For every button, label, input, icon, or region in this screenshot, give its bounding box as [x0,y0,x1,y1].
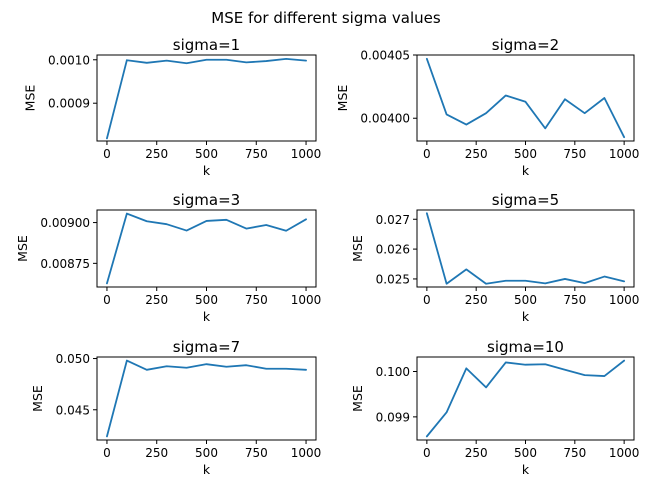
plot-area-frame [416,54,635,142]
y-tick-label: 0.027 [376,213,410,227]
subplot-grid: 0 250 500 750 1000 0.0009 0.0010 sigma=1 k MSE 0 25… [15,36,640,477]
x-tick-label: 250 [145,446,168,460]
figure-title: MSE for different sigma values [211,9,441,27]
x-tick-label: 250 [465,446,488,460]
plot-area-frame [416,356,635,441]
subplot-title: sigma=7 [173,338,240,356]
y-tick-label: 0.026 [376,243,410,257]
y-tick-label: 0.00900 [40,216,90,230]
y-tick-label: 0.099 [376,410,410,424]
x-tick-label: 1000 [609,293,640,307]
y-tick-label: 0.00400 [360,112,410,126]
x-tick-label: 0 [103,147,111,161]
y-axis-label: MSE [30,385,45,412]
y-axis-label: MSE [335,85,350,112]
x-tick-label: 0 [423,446,431,460]
x-tick-label: 1000 [291,293,322,307]
x-tick-label: 500 [514,446,537,460]
x-tick-label: 1000 [291,446,322,460]
y-tick-label: 0.00875 [40,257,90,271]
subplot-title: sigma=2 [492,36,559,54]
x-tick-label: 750 [245,446,268,460]
series-line-1 [106,58,307,140]
series-line-1 [425,57,626,139]
x-tick-label: 250 [465,147,488,161]
y-axis-label: MSE [22,85,37,112]
x-tick-label: 1000 [291,147,322,161]
x-axis-label: k [203,309,211,324]
x-tick-label: 750 [563,147,586,161]
subplot-3: 0 250 500 750 1000 0.00875 0.00900 sigma=3 k MSE [15,191,322,324]
series-line-1 [106,359,307,438]
x-tick-label: 0 [423,293,431,307]
subplot-2: 0 250 500 750 1000 0.00400 0.00405 sigma=2 k MSE [335,36,640,178]
subplot-title: sigma=3 [173,191,240,209]
subplot-title: sigma=5 [492,191,559,209]
subplot-title: sigma=10 [487,338,564,356]
x-axis-label: k [203,163,211,178]
plot-area-frame [416,209,635,288]
y-tick-label: 0.0009 [48,97,90,111]
x-tick-label: 750 [563,446,586,460]
y-tick-label: 0.00405 [360,49,410,63]
series-line-1 [106,212,307,285]
x-tick-label: 750 [245,147,268,161]
x-tick-label: 500 [195,147,218,161]
x-axis-label: k [522,163,530,178]
x-tick-label: 0 [103,446,111,460]
plot-area-frame [96,54,317,142]
x-tick-label: 250 [145,147,168,161]
x-tick-label: 1000 [609,446,640,460]
series-line-1 [425,359,626,438]
y-tick-label: 0.0010 [48,53,90,67]
y-tick-label: 0.045 [56,403,90,417]
x-tick-label: 750 [563,293,586,307]
x-tick-label: 750 [245,293,268,307]
y-tick-label: 0.050 [56,352,90,366]
subplot-1: 0 250 500 750 1000 0.0009 0.0010 sigma=1 k MSE [22,36,321,178]
x-tick-label: 500 [514,147,537,161]
y-axis-label: MSE [350,235,365,262]
y-axis-label: MSE [15,235,30,262]
x-tick-label: 500 [195,446,218,460]
subplot-6: 0 250 500 750 1000 0.099 0.100 sigma=10 k MSE [350,338,639,477]
x-tick-label: 500 [514,293,537,307]
y-tick-label: 0.025 [376,272,410,286]
x-tick-label: 1000 [609,147,640,161]
x-tick-label: 250 [465,293,488,307]
y-axis-label: MSE [350,385,365,412]
y-tick-label: 0.100 [376,365,410,379]
x-axis-label: k [522,309,530,324]
x-tick-label: 0 [103,293,111,307]
series-line-1 [425,212,626,285]
x-axis-label: k [522,462,530,477]
x-axis-label: k [203,462,211,477]
x-tick-label: 500 [195,293,218,307]
subplot-title: sigma=1 [173,36,240,54]
x-tick-label: 250 [145,293,168,307]
subplot-5: 0 250 500 750 1000 0.045 0.050 sigma=7 k MSE [30,338,321,477]
subplot-4: 0 250 500 750 1000 0.025 0.026 0.027 sigma=5 k MSE [350,191,639,324]
x-tick-label: 0 [423,147,431,161]
